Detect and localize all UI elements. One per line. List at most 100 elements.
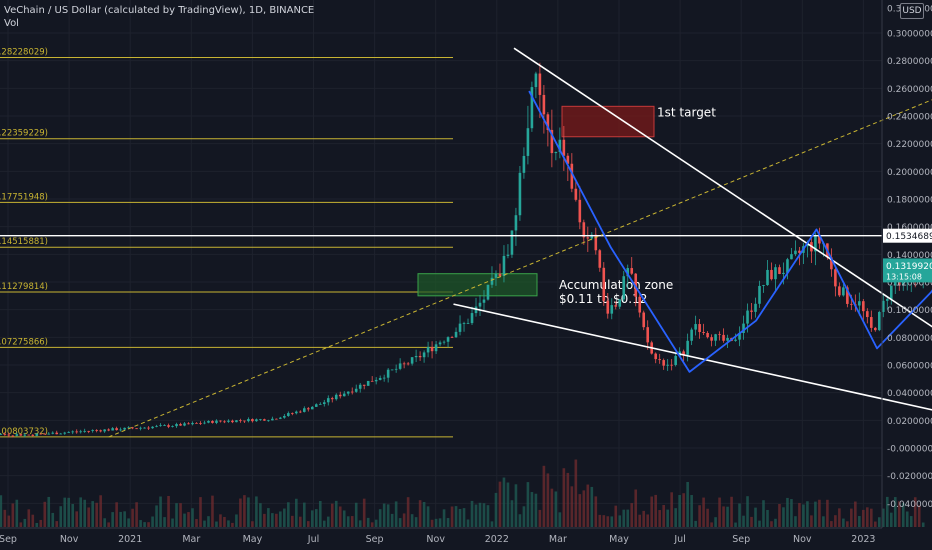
candle-body <box>710 337 713 341</box>
volume-bar <box>774 518 777 527</box>
candle-body <box>698 324 701 333</box>
candle-body <box>522 155 526 173</box>
volume-bar <box>830 521 833 527</box>
volume-bar <box>626 509 630 527</box>
volume-bar <box>566 472 570 527</box>
candle-body <box>722 334 725 341</box>
volume-bar <box>822 516 825 527</box>
volume-bar <box>19 522 23 527</box>
volume-bar <box>39 519 43 527</box>
volume-bar <box>91 501 94 527</box>
candle-body <box>498 273 502 276</box>
volume-bar <box>662 505 665 527</box>
candle-body <box>790 254 793 260</box>
candle-body <box>638 296 642 313</box>
volume-bar <box>678 494 681 527</box>
volume-bar <box>794 516 797 527</box>
candle-body <box>243 420 246 422</box>
volume-bar <box>307 521 310 527</box>
volume-bar <box>247 497 250 527</box>
candle-body <box>59 433 63 435</box>
volume-bar <box>75 511 79 527</box>
volume-bar <box>55 521 59 527</box>
volume-bar <box>231 522 234 527</box>
candle-body <box>147 427 150 429</box>
volume-bar <box>255 496 258 527</box>
volume-bar <box>382 503 386 527</box>
candle-body <box>43 433 47 435</box>
candle-body <box>263 419 266 421</box>
candle-body <box>143 427 146 429</box>
candle-body <box>506 254 510 256</box>
candle-body <box>63 432 67 434</box>
volume-bar <box>87 507 90 527</box>
volume-bar <box>119 511 122 527</box>
candle-body <box>211 420 214 423</box>
volume-bar <box>750 516 753 527</box>
volume-bar <box>602 515 606 527</box>
candle-body <box>862 301 865 312</box>
candle-body <box>889 285 893 300</box>
volume-bar <box>638 514 642 527</box>
volume-bar <box>151 516 154 527</box>
volume-bar <box>199 497 202 527</box>
candle-body <box>35 433 39 436</box>
candle-body <box>135 428 138 430</box>
currency-badge[interactable]: USD <box>900 3 924 19</box>
volume-bar <box>35 522 39 527</box>
volume-bar <box>79 497 82 527</box>
volume-bar <box>802 504 805 527</box>
candle-body <box>602 267 606 301</box>
volume-bar <box>11 503 15 527</box>
fib-label: 1(0.28228029) <box>0 48 48 58</box>
x-tick-label: 2023 <box>851 534 875 545</box>
volume-bar <box>299 516 302 527</box>
fibonacci-levels: 1(0.28228029) 0.786(0.22359229) 0.618(0.17… <box>0 48 453 438</box>
volume-bar <box>909 516 913 527</box>
y-tick-label: 0.24000000 <box>887 113 932 123</box>
volume-bar <box>654 494 657 527</box>
volume-bar <box>758 520 761 527</box>
accumulation-zone-box <box>417 273 538 297</box>
candle-body <box>774 267 777 280</box>
volume-bar <box>522 506 526 527</box>
volume-bar <box>710 522 713 527</box>
candle-body <box>255 419 258 422</box>
candle-body <box>207 420 210 423</box>
volume-bar <box>99 495 102 527</box>
candle-body <box>251 419 254 422</box>
candle-body <box>842 287 845 296</box>
candle-body <box>227 420 230 422</box>
volume-bar <box>889 512 893 527</box>
candle-body <box>239 420 242 422</box>
volume-bar <box>139 520 142 527</box>
volume-bar <box>430 519 434 527</box>
volume-bar <box>686 481 689 527</box>
volume-bar <box>862 509 865 527</box>
volume-bar <box>582 490 586 527</box>
candle-body <box>0 434 3 435</box>
volume-bar <box>714 517 717 527</box>
candle-body <box>646 327 650 343</box>
volume-bar <box>259 503 262 527</box>
volume-bar <box>562 468 566 527</box>
candle-body <box>187 423 190 425</box>
candle-body <box>271 418 274 421</box>
volume-bar <box>454 506 458 527</box>
volume-bar <box>877 517 881 527</box>
candle-body <box>566 155 570 164</box>
candle-body <box>746 310 749 324</box>
candle-body <box>275 418 278 420</box>
accumulation-label: Accumulation zone <box>559 278 673 292</box>
candle-body <box>570 163 574 189</box>
x-tick-label: Jul <box>307 534 319 545</box>
y-tick-label: 0.12000000 <box>887 279 932 289</box>
candle-body <box>362 384 366 386</box>
fib-label: 0.618(0.17751948) <box>0 192 48 202</box>
candle-body <box>346 391 350 394</box>
candle-body <box>179 424 182 426</box>
candle-body <box>318 404 322 405</box>
candle-body <box>794 250 797 255</box>
